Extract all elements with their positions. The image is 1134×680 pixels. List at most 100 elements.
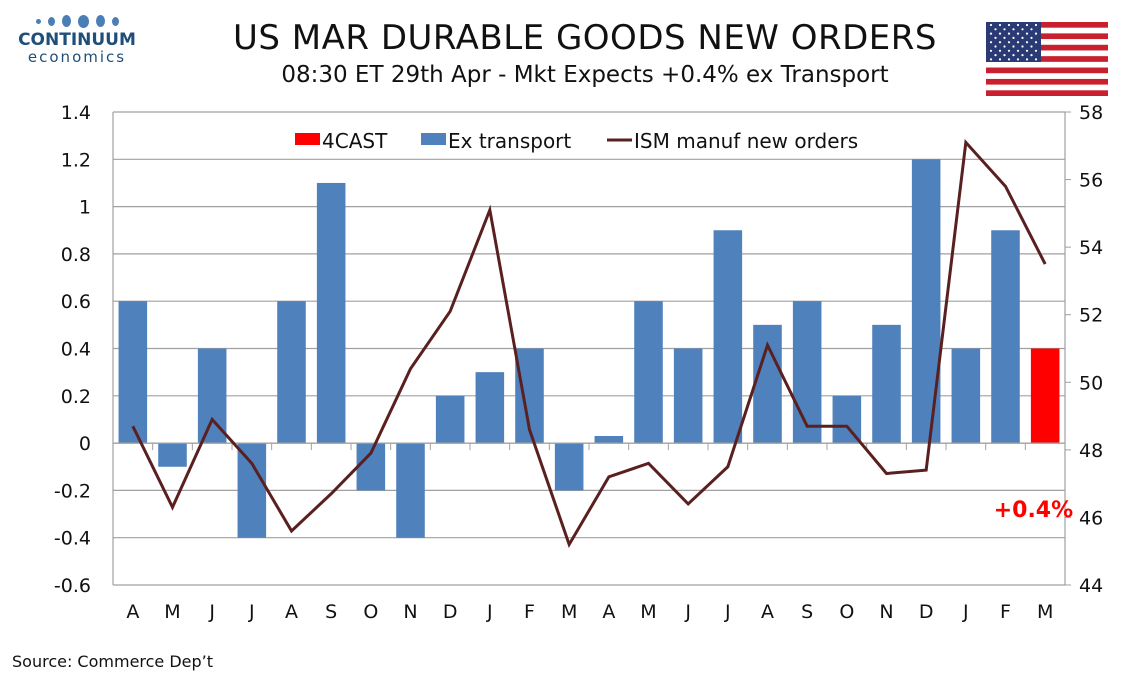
legend-4cast-swatch [295, 133, 320, 145]
x-tick-label: J [208, 601, 215, 623]
flag-star [1034, 41, 1038, 44]
flag-star [1025, 41, 1029, 44]
logo-dots-icon [12, 14, 142, 28]
x-tick-label: A [126, 601, 139, 623]
x-tick-label: A [602, 601, 615, 623]
flag-star [1030, 45, 1033, 48]
ex-transport-bar [951, 348, 981, 444]
flag-star [1034, 58, 1038, 61]
y-left-tick-label: 1.2 [61, 149, 91, 171]
flag-star [989, 58, 993, 61]
flag-star [1007, 32, 1011, 35]
ex-transport-bar [316, 182, 346, 444]
x-tick-label: O [839, 601, 854, 623]
x-tick-label: S [801, 601, 813, 623]
x-tick-label: A [285, 601, 298, 623]
ex-transport-bar [277, 301, 306, 444]
ex-transport-bar [554, 443, 584, 491]
flag-star [998, 23, 1002, 27]
flag-star [1012, 28, 1015, 31]
flag-stripe [986, 39, 1108, 46]
ex-transport-bar [872, 324, 901, 444]
x-tick-label: M [1037, 601, 1053, 623]
y-right-tick-label: 52 [1079, 305, 1103, 327]
flag-star [998, 58, 1002, 61]
chart-subtitle: 08:30 ET 29th Apr - Mkt Expects +0.4% ex… [281, 62, 889, 88]
forecast-annotation: +0.4% [994, 498, 1073, 523]
x-tick-label: M [561, 601, 577, 623]
flag-star [1025, 49, 1029, 52]
y-left-tick-label: 0.4 [61, 339, 91, 361]
flag-stripe [986, 56, 1108, 63]
flag-star [989, 23, 993, 27]
chart-title: US MAR DURABLE GOODS NEW ORDERS [233, 18, 937, 58]
flag-star [1007, 58, 1011, 61]
flag-star [1034, 49, 1038, 52]
flag-star [994, 45, 997, 48]
flag-star [1030, 54, 1033, 57]
x-tick-label: D [919, 601, 934, 623]
x-tick-label: N [879, 601, 893, 623]
ism-new-orders-line [131, 138, 1047, 549]
flag-stripe [986, 22, 1108, 28]
flag-star [994, 28, 997, 31]
flag-star [1016, 58, 1020, 61]
ex-transport-bar [158, 443, 187, 467]
flag-star [1003, 36, 1006, 39]
y-right-tick-label: 56 [1079, 170, 1103, 192]
flag-stripe [986, 61, 1108, 68]
flag-star [994, 54, 997, 57]
x-tick-label: M [640, 601, 656, 623]
ex-transport-bar [713, 230, 743, 444]
x-tick-label: N [403, 601, 417, 623]
legend-ex-transport-label: Ex transport [448, 129, 571, 153]
source-note: Source: Commerce Dep’t [12, 652, 214, 671]
y-right-tick-label: 48 [1079, 440, 1103, 462]
y-right-tick-label: 54 [1079, 237, 1103, 259]
ex-transport-bar [237, 443, 267, 538]
flag-star [989, 41, 993, 44]
x-tick-label: J [684, 601, 691, 623]
flag-star [1003, 54, 1006, 57]
flag-star [1003, 45, 1006, 48]
y-left-tick-label: 1 [79, 197, 91, 219]
flag-star [1030, 36, 1033, 39]
y-right-tick-label: 58 [1079, 102, 1103, 124]
us-flag-icon [986, 22, 1108, 96]
flag-stripe [986, 33, 1108, 40]
x-tick-label: D [443, 601, 458, 623]
x-tick-label: M [164, 601, 180, 623]
flag-star [1034, 32, 1038, 35]
flag-stripe [986, 78, 1108, 85]
x-tick-label: J [248, 601, 255, 623]
flag-star [998, 49, 1002, 52]
ex-transport-bar [991, 230, 1020, 444]
y-left-tick-label: 0 [79, 433, 91, 455]
ex-transport-bar [673, 348, 703, 444]
flag-star [1012, 45, 1015, 48]
x-tick-label: S [325, 601, 337, 623]
y-left-tick-label: 1.4 [61, 102, 91, 124]
ex-transport-bar [634, 301, 663, 444]
x-tick-label: F [1000, 601, 1011, 623]
x-tick-label: O [363, 601, 378, 623]
flag-star [1003, 28, 1006, 31]
flag-star [1025, 23, 1029, 27]
flag-star [998, 41, 1002, 44]
continuum-logo: CONTINUUM economics [12, 14, 142, 66]
flag-stripe [986, 44, 1108, 51]
flag-star [1007, 41, 1011, 44]
flag-star [994, 36, 997, 39]
logo-line2: economics [27, 48, 127, 66]
y-left-tick-label: -0.2 [54, 480, 91, 502]
y-left-tick-label: -0.6 [54, 575, 91, 597]
flag-stripe [986, 73, 1108, 80]
x-tick-label: J [486, 601, 493, 623]
ex-transport-bar [475, 372, 505, 444]
y-left-tick-label: 0.8 [61, 244, 91, 266]
flag-stripe [986, 67, 1108, 74]
ex-transport-bar [594, 436, 624, 444]
y-right-tick-label: 50 [1079, 372, 1103, 394]
flag-star [1021, 36, 1024, 39]
